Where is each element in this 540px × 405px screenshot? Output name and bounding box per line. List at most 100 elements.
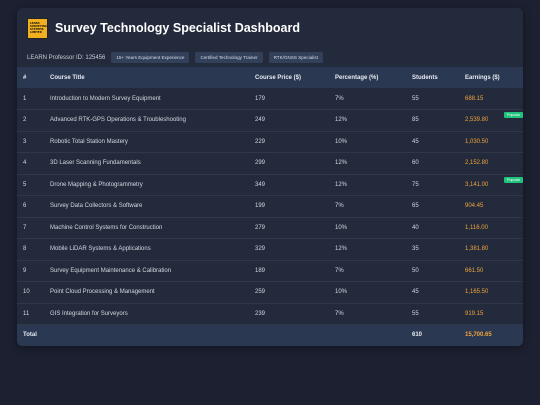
column-header-number[interactable]: #: [23, 74, 27, 81]
course-students-text: 50: [412, 267, 419, 274]
table-row[interactable]: 8 Mobile LiDAR Systems & Applications 329 1…: [17, 239, 523, 261]
course-earnings-text: 919.15: [465, 310, 484, 317]
course-price-text: 279: [255, 224, 266, 231]
course-students: 75: [406, 174, 459, 196]
course-price: 349: [249, 174, 329, 196]
course-percentage: 12%: [329, 153, 406, 175]
course-students: 60: [406, 153, 459, 175]
professor-id: LEARN Professor ID: 125456: [27, 54, 106, 61]
course-earnings-text: 1,030.50: [465, 138, 489, 145]
course-earnings-text: 1,165.50: [465, 289, 489, 296]
column-header-percentage[interactable]: Percentage (%): [335, 74, 379, 81]
table-header-row: # Course Title Course Price ($) Percenta…: [17, 67, 523, 88]
row-number-text: 9: [23, 267, 27, 274]
course-earnings-text: 3,141.00: [465, 181, 489, 188]
table-row[interactable]: 4 3D Laser Scanning Fundamentals 299 12% 60 2…: [17, 153, 523, 175]
course-price-text: 199: [255, 203, 266, 210]
course-earnings: 2,539.80 Popular: [459, 110, 523, 132]
row-number: 2: [17, 110, 44, 132]
table-row[interactable]: 3 Robotic Total Station Mastery 229 10% 45 1,…: [17, 131, 523, 153]
courses-table: # Course Title Course Price ($) Percenta…: [17, 67, 523, 346]
course-title-text: Mobile LiDAR Systems & Applications: [50, 246, 151, 253]
course-students-text: 40: [412, 224, 419, 231]
table-row[interactable]: 2 Advanced RTK-GPS Operations & Troublesh…: [17, 110, 523, 132]
course-price: 239: [249, 303, 329, 325]
total-empty: [249, 325, 329, 346]
total-earnings: 15,700.65: [465, 332, 492, 339]
certification-badge: Certified Technology Trainer: [195, 52, 263, 63]
course-title-text: 3D Laser Scanning Fundamentals: [50, 160, 141, 167]
course-percentage-text: 7%: [335, 267, 344, 274]
course-price: 189: [249, 260, 329, 282]
course-price: 179: [249, 88, 329, 110]
course-price-text: 299: [255, 160, 266, 167]
table-row[interactable]: 7 Machine Control Systems for Constructio…: [17, 217, 523, 239]
row-number: 6: [17, 196, 44, 218]
column-header-price[interactable]: Course Price ($): [255, 74, 302, 81]
course-title: Robotic Total Station Mastery: [44, 131, 249, 153]
table-row[interactable]: 1 Introduction to Modern Survey Equipment…: [17, 88, 523, 110]
row-number: 1: [17, 88, 44, 110]
course-title-text: Advanced RTK-GPS Operations & Troublesho…: [50, 117, 186, 124]
table-row[interactable]: 9 Survey Equipment Maintenance & Calibrat…: [17, 260, 523, 282]
page-title: Survey Technology Specialist Dashboard: [55, 21, 300, 35]
course-price-text: 329: [255, 246, 266, 253]
row-number-text: 3: [23, 138, 27, 145]
course-title: Survey Equipment Maintenance & Calibrati…: [44, 260, 249, 282]
course-percentage: 7%: [329, 260, 406, 282]
course-students: 50: [406, 260, 459, 282]
course-title-text: GIS Integration for Surveyors: [50, 310, 128, 317]
course-title: Drone Mapping & Photogrammetry: [44, 174, 249, 196]
course-percentage: 12%: [329, 174, 406, 196]
row-number-text: 6: [23, 203, 27, 210]
course-earnings: 3,141.00 Popular: [459, 174, 523, 196]
course-earnings-text: 1,116.00: [465, 224, 488, 231]
course-earnings: 1,381.80: [459, 239, 523, 261]
course-title-text: Machine Control Systems for Construction: [50, 224, 163, 231]
total-label: Total: [23, 332, 37, 339]
course-percentage-text: 12%: [335, 160, 348, 167]
course-students-text: 45: [412, 138, 419, 145]
course-percentage-text: 7%: [335, 310, 344, 317]
course-students: 45: [406, 131, 459, 153]
course-students: 55: [406, 303, 459, 325]
table-total-row: Total 610 15,700.65: [17, 324, 523, 346]
course-price: 329: [249, 239, 329, 261]
table-row[interactable]: 5 Drone Mapping & Photogrammetry 349 12% 75 3…: [17, 174, 523, 196]
course-students: 40: [406, 217, 459, 239]
popular-badge: Popular: [503, 112, 523, 118]
row-number-text: 2: [23, 117, 27, 124]
course-students-text: 35: [412, 246, 419, 253]
course-students: 85: [406, 110, 459, 132]
course-title-text: Point Cloud Processing & Management: [50, 289, 155, 296]
column-header-course-title[interactable]: Course Title: [50, 74, 85, 81]
course-percentage: 7%: [329, 196, 406, 218]
course-title-text: Robotic Total Station Mastery: [50, 138, 128, 145]
popular-badge: Popular: [503, 176, 523, 183]
course-percentage: 10%: [329, 131, 406, 153]
course-title-text: Drone Mapping & Photogrammetry: [50, 181, 143, 188]
course-earnings: 661.50: [459, 260, 523, 282]
table-row[interactable]: 10 Point Cloud Processing & Management 259…: [17, 282, 523, 304]
course-percentage-text: 12%: [335, 246, 348, 253]
table-row[interactable]: 6 Survey Data Collectors & Software 199 7% 6…: [17, 196, 523, 218]
dashboard-card: LEARN SURVEYING SYSTEMS LIMITED Survey T…: [17, 8, 523, 346]
column-header-students[interactable]: Students: [412, 74, 438, 81]
course-price: 249: [249, 110, 329, 132]
course-price: 299: [249, 153, 329, 175]
row-number: 9: [17, 260, 44, 282]
course-title: GIS Integration for Surveyors: [44, 303, 249, 325]
column-header-earnings[interactable]: Earnings ($): [465, 74, 500, 81]
course-title-text: Introduction to Modern Survey Equipment: [50, 95, 161, 102]
course-price-text: 259: [255, 289, 266, 296]
course-earnings-text: 904.45: [465, 203, 484, 210]
course-percentage: 10%: [329, 217, 406, 239]
course-percentage-text: 12%: [335, 117, 348, 124]
course-students-text: 55: [412, 310, 419, 317]
course-earnings: 1,165.50: [459, 282, 523, 304]
course-students: 45: [406, 282, 459, 304]
course-students-text: 85: [412, 117, 419, 124]
course-price-text: 229: [255, 138, 266, 145]
table-row[interactable]: 11 GIS Integration for Surveyors 239 7% 55 91…: [17, 303, 523, 325]
course-title-text: Survey Data Collectors & Software: [50, 203, 143, 210]
